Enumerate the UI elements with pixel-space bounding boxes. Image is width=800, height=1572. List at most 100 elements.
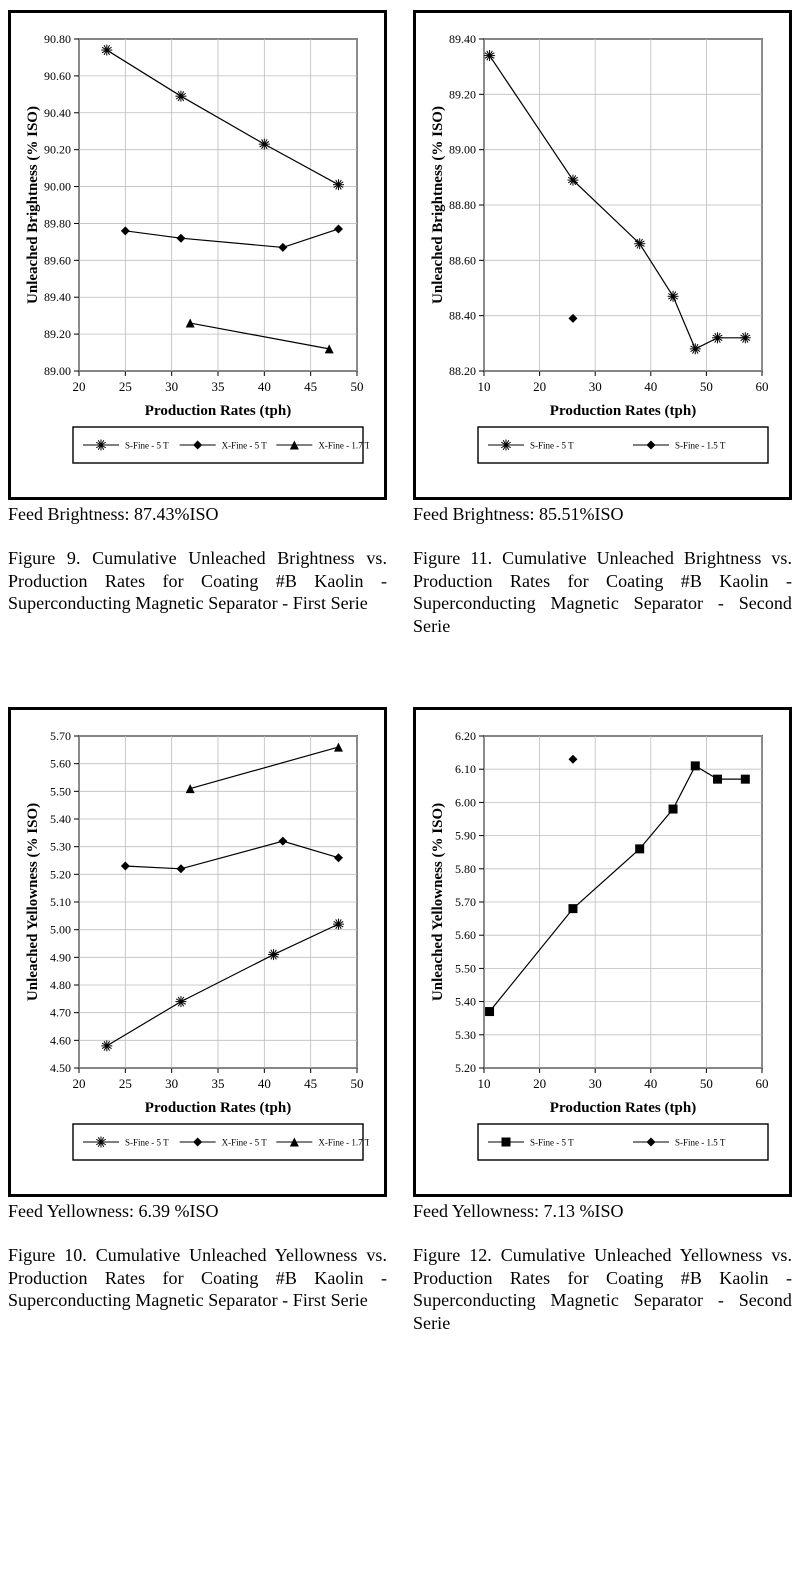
svg-text:30: 30 — [165, 379, 178, 394]
svg-text:40: 40 — [644, 1076, 657, 1091]
svg-text:5.60: 5.60 — [50, 757, 71, 771]
caption-text: Figure 9. Cumulative Unleached Brightnes… — [8, 548, 387, 591]
svg-text:89.60: 89.60 — [44, 253, 71, 267]
svg-text:89.80: 89.80 — [44, 216, 71, 230]
y-axis-label: Unleached Yellowness (% ISO) — [430, 803, 446, 1001]
figure-cell-fig11: 10 20 30 40 50 60 88.20 88.40 88.60 88.80 89.00 89.… — [413, 10, 792, 637]
figure-cell-fig12: 10 20 30 40 50 60 5.20 5.30 5.40 5.50 5.60 5.70 5.80… — [413, 707, 792, 1334]
svg-text:90.00: 90.00 — [44, 180, 71, 194]
svg-text:4.80: 4.80 — [50, 978, 71, 992]
svg-text:40: 40 — [258, 379, 271, 394]
svg-text:5.20: 5.20 — [50, 867, 71, 881]
svg-text:6.20: 6.20 — [455, 729, 476, 743]
svg-text:45: 45 — [304, 1076, 317, 1091]
caption-text-last: Superconducting Magnetic Separator - Fir… — [8, 592, 387, 615]
svg-text:10: 10 — [478, 379, 491, 394]
svg-text:89.00: 89.00 — [44, 364, 71, 378]
feed-line: Feed Yellowness: 6.39 %ISO — [8, 1201, 387, 1222]
legend-item-label: S-Fine - 1.5 T — [675, 1138, 726, 1148]
svg-text:4.70: 4.70 — [50, 1006, 71, 1020]
svg-text:89.40: 89.40 — [44, 290, 71, 304]
svg-text:25: 25 — [119, 379, 132, 394]
svg-text:5.40: 5.40 — [455, 995, 476, 1009]
chart-frame: 10 20 30 40 50 60 88.20 88.40 88.60 88.80 89.00 89.… — [413, 10, 792, 500]
chart-frame: 10 20 30 40 50 60 5.20 5.30 5.40 5.50 5.60 5.70 5.80… — [413, 707, 792, 1197]
legend-item-label: S-Fine - 5 T — [125, 1138, 169, 1148]
svg-text:6.10: 6.10 — [455, 762, 476, 776]
svg-text:5.50: 5.50 — [455, 961, 476, 975]
svg-text:50: 50 — [351, 1076, 364, 1091]
svg-text:89.40: 89.40 — [449, 32, 476, 46]
y-axis-label: Unleached Yellowness (% ISO) — [25, 803, 41, 1001]
figure-caption: Figure 12. Cumulative Unleached Yellowne… — [413, 1244, 792, 1334]
caption-text: Figure 12. Cumulative Unleached Yellowne… — [413, 1245, 792, 1288]
svg-text:4.60: 4.60 — [50, 1033, 71, 1047]
legend-item-label: X-Fine - 5 T — [222, 441, 268, 451]
y-axis-label: Unleached Brightness (% ISO) — [430, 106, 446, 304]
svg-text:40: 40 — [258, 1076, 271, 1091]
caption-text: Figure 11. Cumulative Unleached Brightne… — [413, 548, 792, 591]
legend-item-label: X-Fine - 1.7 T — [318, 1138, 369, 1148]
svg-text:88.60: 88.60 — [449, 253, 476, 267]
svg-text:90.80: 90.80 — [44, 32, 71, 46]
svg-text:5.60: 5.60 — [455, 928, 476, 942]
figure-grid: 20 25 30 35 40 45 50 89.00 89.20 89.40 89.60 89.80 9… — [8, 10, 792, 1334]
x-axis-label: Production Rates (tph) — [145, 403, 291, 419]
figure-caption: Figure 11. Cumulative Unleached Brightne… — [413, 547, 792, 637]
svg-text:4.50: 4.50 — [50, 1061, 71, 1075]
svg-text:90.20: 90.20 — [44, 143, 71, 157]
legend-item-label: S-Fine - 5 T — [125, 441, 169, 451]
svg-text:60: 60 — [756, 379, 769, 394]
chart-frame: 2025303540455089.0089.2089.4089.6089.809… — [8, 10, 387, 500]
svg-text:5.80: 5.80 — [455, 862, 476, 876]
feed-line: Feed Brightness: 85.51%ISO — [413, 504, 792, 525]
x-axis-label: Production Rates (tph) — [550, 1100, 696, 1116]
svg-text:89.00: 89.00 — [449, 143, 476, 157]
svg-text:40: 40 — [644, 379, 657, 394]
feed-line: Feed Yellowness: 7.13 %ISO — [413, 1201, 792, 1222]
svg-text:5.30: 5.30 — [50, 840, 71, 854]
svg-text:5.20: 5.20 — [455, 1061, 476, 1075]
chart-plot: 202530354045504.504.604.704.804.905.005.… — [19, 718, 376, 1188]
svg-text:60: 60 — [756, 1076, 769, 1091]
svg-text:88.40: 88.40 — [449, 309, 476, 323]
svg-text:50: 50 — [700, 379, 713, 394]
figure-caption: Figure 10. Cumulative Unleached Yellowne… — [8, 1244, 387, 1312]
svg-text:20: 20 — [533, 379, 546, 394]
svg-text:30: 30 — [589, 379, 602, 394]
svg-text:5.00: 5.00 — [50, 923, 71, 937]
svg-text:4.90: 4.90 — [50, 950, 71, 964]
svg-text:20: 20 — [73, 1076, 86, 1091]
svg-text:88.20: 88.20 — [449, 364, 476, 378]
svg-text:25: 25 — [119, 1076, 132, 1091]
svg-text:5.70: 5.70 — [455, 895, 476, 909]
svg-text:20: 20 — [533, 1076, 546, 1091]
svg-text:88.80: 88.80 — [449, 198, 476, 212]
caption-text: Figure 10. Cumulative Unleached Yellowne… — [8, 1245, 387, 1288]
chart-frame: 202530354045504.504.604.704.804.905.005.… — [8, 707, 387, 1197]
svg-text:30: 30 — [589, 1076, 602, 1091]
legend-item-label: S-Fine - 5 T — [530, 1138, 574, 1148]
legend-item-label: X-Fine - 5 T — [222, 1138, 268, 1148]
svg-text:6.00: 6.00 — [455, 795, 476, 809]
svg-text:89.20: 89.20 — [44, 327, 71, 341]
legend-item-label: S-Fine - 1.5 T — [675, 441, 726, 451]
svg-text:5.40: 5.40 — [50, 812, 71, 826]
svg-text:10: 10 — [478, 1076, 491, 1091]
svg-text:90.60: 90.60 — [44, 69, 71, 83]
caption-text-last: Superconducting Magnetic Separator - Fir… — [8, 1289, 387, 1312]
x-axis-label: Production Rates (tph) — [550, 403, 696, 419]
feed-line: Feed Brightness: 87.43%ISO — [8, 504, 387, 525]
svg-text:35: 35 — [212, 1076, 225, 1091]
chart-plot: 10 20 30 40 50 60 88.20 88.40 88.60 88.80 89.00 89.… — [424, 21, 781, 491]
figure-caption: Figure 9. Cumulative Unleached Brightnes… — [8, 547, 387, 615]
caption-text-last: Superconducting Magnetic Separator - Sec… — [413, 1289, 792, 1334]
figure-cell-fig9: 2025303540455089.0089.2089.4089.6089.809… — [8, 10, 387, 637]
svg-text:50: 50 — [700, 1076, 713, 1091]
svg-text:5.70: 5.70 — [50, 729, 71, 743]
svg-text:45: 45 — [304, 379, 317, 394]
svg-text:5.90: 5.90 — [455, 829, 476, 843]
chart-plot: 10 20 30 40 50 60 5.20 5.30 5.40 5.50 5.60 5.70 5.80… — [424, 718, 781, 1188]
svg-text:5.30: 5.30 — [455, 1028, 476, 1042]
page: 20 25 30 35 40 45 50 89.00 89.20 89.40 89.60 89.80 9… — [0, 0, 800, 1374]
